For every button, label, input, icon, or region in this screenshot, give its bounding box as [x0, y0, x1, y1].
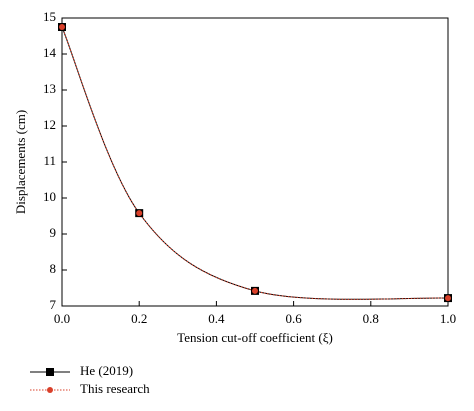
y-tick-label: 14 [43, 45, 57, 60]
y-tick-label: 15 [43, 9, 56, 24]
x-tick-label: 0.0 [54, 311, 70, 326]
legend-label: This research [80, 381, 150, 396]
marker-circle [59, 24, 65, 30]
series-line [61, 26, 449, 300]
marker-circle [136, 210, 143, 217]
legend-label: He (2019) [80, 363, 133, 378]
x-axis-label: Tension cut-off coefficient (ξ) [177, 330, 333, 345]
x-tick-label: 0.4 [208, 311, 225, 326]
y-tick-label: 13 [43, 81, 56, 96]
series-line [61, 26, 449, 300]
y-tick-label: 7 [50, 297, 57, 312]
legend-marker [46, 368, 54, 376]
y-tick-label: 10 [43, 189, 56, 204]
y-tick-label: 9 [50, 225, 57, 240]
y-tick-label: 11 [43, 153, 56, 168]
marker-circle [252, 287, 258, 294]
x-tick-label: 1.0 [440, 311, 456, 326]
y-axis-label: Displacements (cm) [13, 110, 28, 214]
y-tick-label: 12 [43, 117, 56, 132]
x-tick-label: 0.2 [131, 311, 147, 326]
marker-circle [445, 295, 451, 302]
plot-frame [61, 17, 449, 307]
legend-marker [47, 387, 53, 393]
y-tick-label: 8 [50, 261, 57, 276]
x-tick-label: 0.8 [363, 311, 379, 326]
x-tick-label: 0.6 [285, 311, 302, 326]
